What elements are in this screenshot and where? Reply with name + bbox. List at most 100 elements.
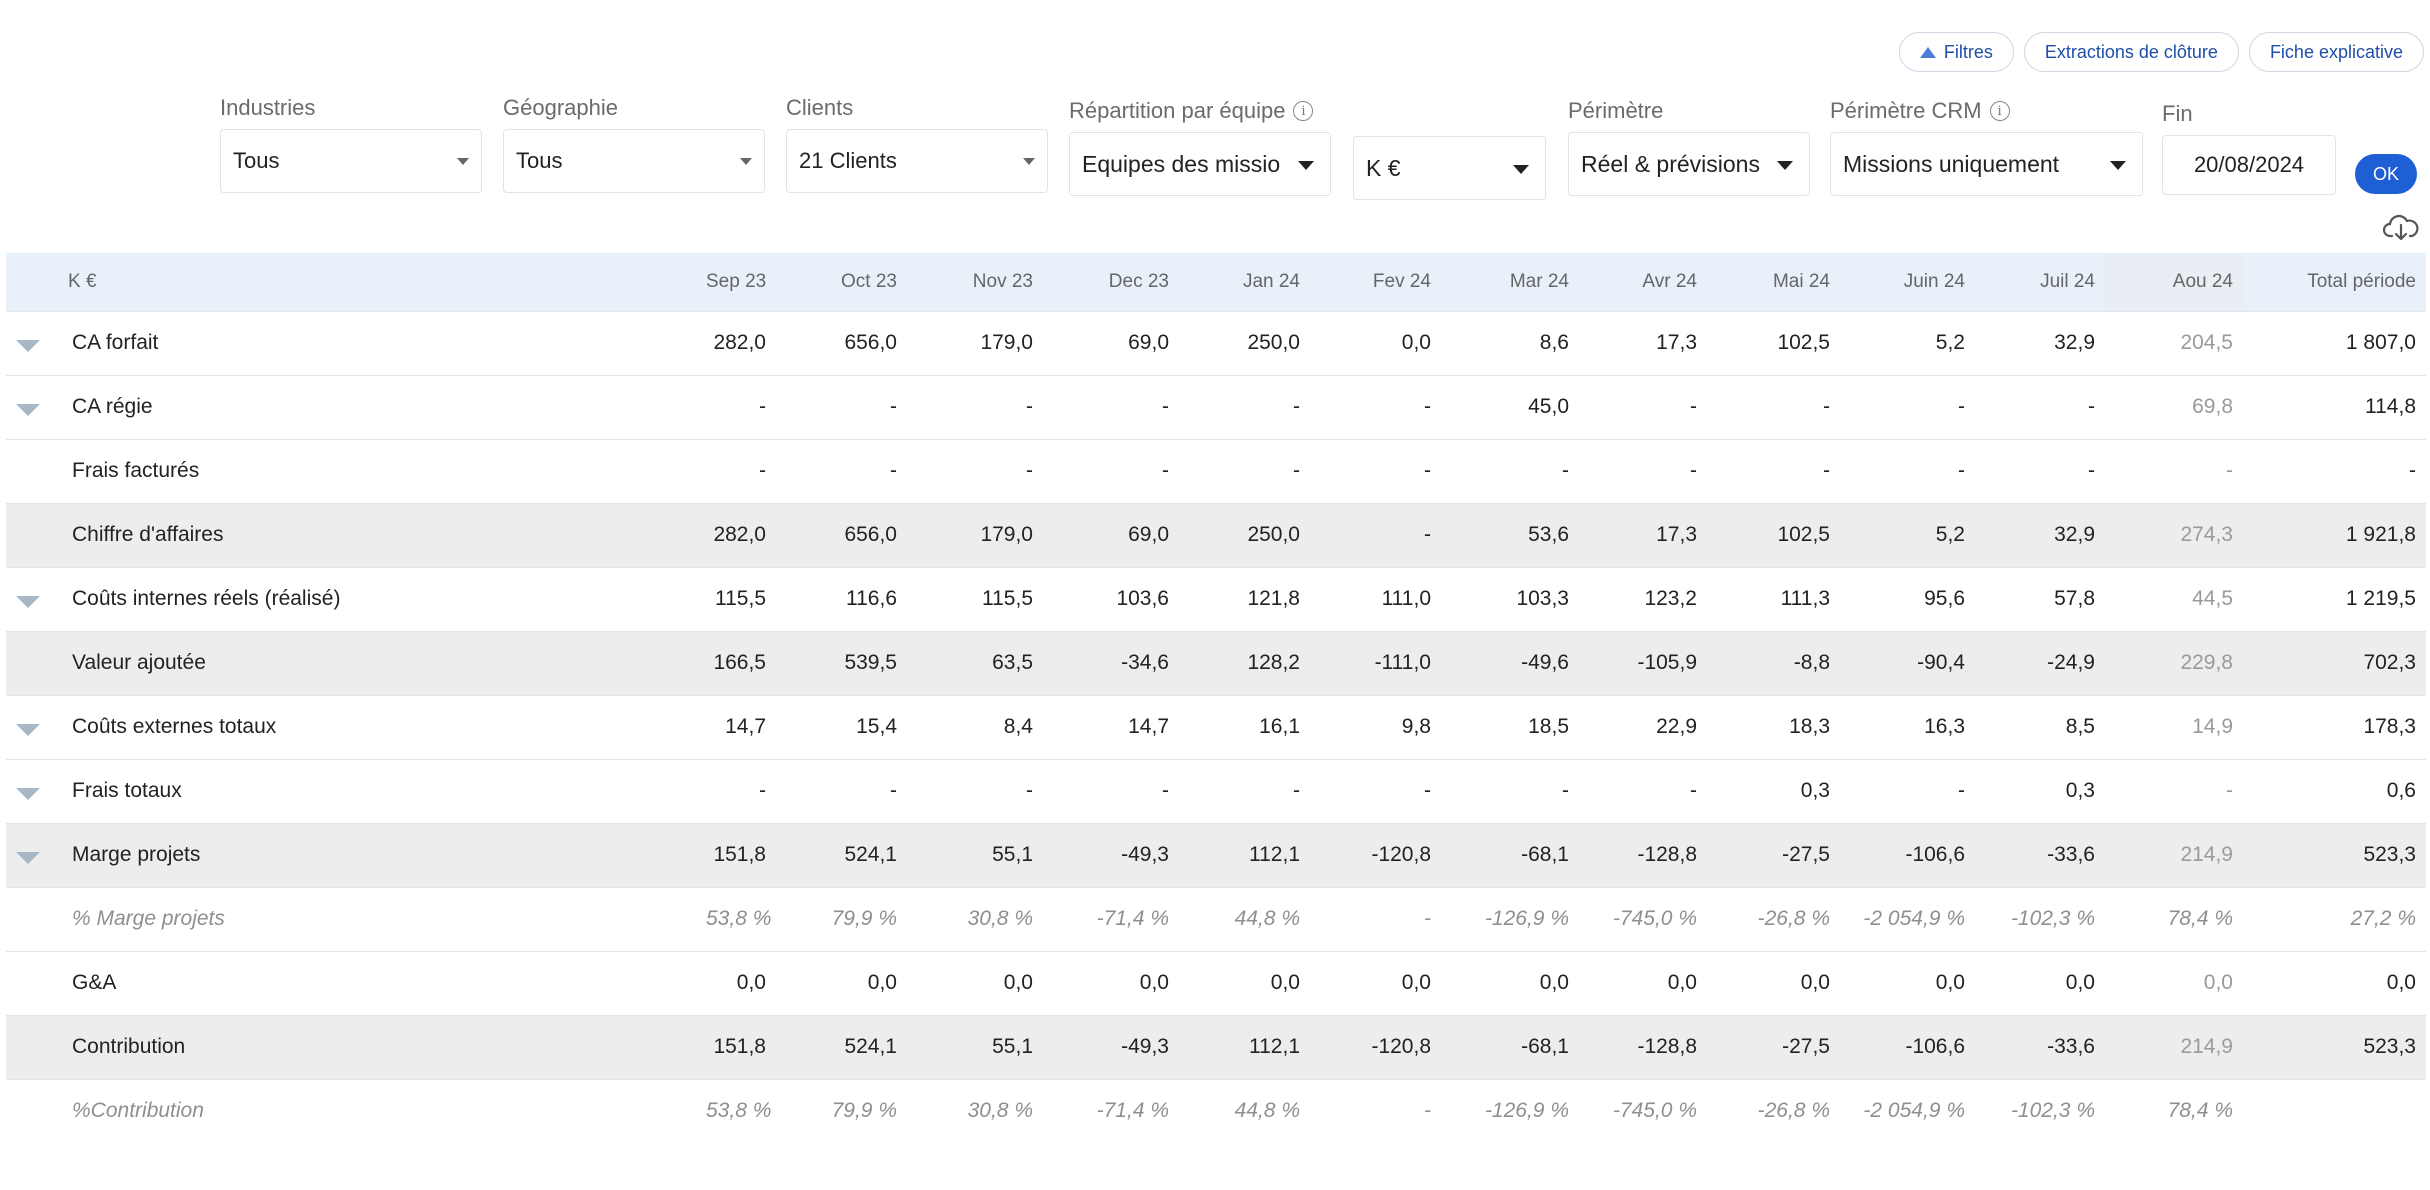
industries-select[interactable]: Tous	[220, 129, 482, 193]
info-icon[interactable]: i	[1293, 101, 1314, 121]
row-label-text: CA forfait	[72, 331, 159, 354]
repartition-value: Equipes des missio	[1082, 150, 1281, 177]
fiche-explicative-button[interactable]: Fiche explicative	[2248, 32, 2424, 72]
repartition-label-row: Répartition par équipe i	[1069, 98, 1331, 124]
table-cell: 250,0	[1247, 331, 1300, 354]
table-cell: 524,1	[844, 1035, 897, 1058]
table-row: CA régie - - - - - - 45,0 - - - - 69,8 114,8	[6, 375, 2426, 439]
table-cell: 523,3	[2363, 843, 2416, 866]
table-cell: 69,0	[1128, 331, 1169, 354]
column-header: Nov 23	[972, 270, 1033, 292]
perimetre-filter: Périmètre Réel & prévisions	[1568, 98, 1810, 196]
table-header-row: K € Sep 23 Oct 23 Nov 23 Dec 23 Jan 24 Fev 24…	[6, 253, 2426, 311]
table-cell: -	[1823, 395, 1830, 418]
table-cell: -	[2226, 459, 2233, 482]
repartition-select[interactable]: Equipes des missio	[1069, 132, 1331, 196]
table-cell: -	[2226, 779, 2233, 802]
table-cell: 123,2	[1644, 587, 1697, 610]
table-cell: 44,8 %	[1234, 907, 1300, 930]
geographie-select[interactable]: Tous	[503, 129, 765, 193]
clients-select[interactable]: 21 Clients	[786, 129, 1048, 193]
industries-label: Industries	[220, 95, 316, 120]
unit-select[interactable]: K €	[1353, 136, 1546, 200]
table-cell: 523,3	[2363, 1035, 2416, 1058]
table-cell: 111,3	[1780, 587, 1830, 610]
row-label: Frais facturés	[6, 439, 696, 503]
table-row: Valeur ajoutée 166,5 539,5 63,5 -34,6 128,2 -1…	[6, 631, 2426, 695]
row-label: G&A	[6, 951, 696, 1015]
chevron-down-icon[interactable]	[16, 403, 40, 416]
table-cell: -	[1293, 395, 1300, 418]
table-cell: 5,2	[1935, 331, 1965, 354]
table-cell: 0,0	[1800, 971, 1830, 994]
extractions-button[interactable]: Extractions de clôture	[2023, 32, 2239, 72]
table-cell: 214,9	[2180, 843, 2233, 866]
table-row: %Contribution 53,8 % 79,9 % 30,8 % -71,4 % 44…	[6, 1079, 2426, 1143]
fin-label: Fin	[2162, 101, 2193, 126]
table-cell: -111,0	[1374, 651, 1431, 674]
chevron-down-icon[interactable]	[16, 339, 40, 352]
filters-toggle-button[interactable]: Filtres	[1898, 32, 2014, 72]
repartition-label: Répartition par équipe	[1069, 98, 1286, 123]
table-cell: 656,0	[844, 523, 897, 546]
table-cell: 656,0	[844, 331, 897, 354]
table-cell: 0,0	[1270, 971, 1300, 994]
fin-date-input[interactable]: 20/08/2024	[2162, 135, 2336, 195]
table-cell: 121,8	[1247, 587, 1300, 610]
table-cell: -	[1424, 523, 1431, 546]
info-icon[interactable]: i	[1989, 101, 2010, 121]
chevron-down-icon[interactable]	[16, 787, 40, 800]
perimetre-value: Réel & prévisions	[1581, 150, 1760, 177]
table-cell: 0,0	[1003, 971, 1033, 994]
table-cell: -	[1026, 395, 1033, 418]
table-cell: -	[1162, 395, 1169, 418]
table-cell: 1 921,8	[2345, 523, 2416, 546]
unit-value: K €	[1366, 154, 1401, 181]
table-cell: 18,3	[1789, 715, 1830, 738]
column-header: Sep 23	[706, 270, 767, 292]
column-header: Juin 24	[1903, 270, 1965, 292]
chevron-down-icon[interactable]	[16, 851, 40, 864]
table-row: Contribution 151,8 524,1 55,1 -49,3 112,1 -120…	[6, 1015, 2426, 1079]
perimetre-select[interactable]: Réel & prévisions	[1568, 132, 1810, 196]
perimetre-crm-label: Périmètre CRM	[1830, 98, 1982, 123]
table-cell: 250,0	[1247, 523, 1300, 546]
column-header: Mai 24	[1772, 270, 1830, 292]
table-cell: 114,8	[2365, 395, 2416, 418]
table-cell: -26,8 %	[1757, 907, 1830, 930]
ok-button[interactable]: OK	[2355, 154, 2417, 194]
table-cell: -105,9	[1637, 651, 1697, 674]
table-cell: -	[759, 395, 766, 418]
chevron-down-icon[interactable]	[16, 595, 40, 608]
filters-panel: Industries Tous Géographie Tous Clients …	[0, 95, 2430, 200]
table-cell: 282,0	[713, 331, 766, 354]
table-cell: -	[1958, 395, 1965, 418]
table-cell: 16,3	[1924, 715, 1965, 738]
row-label-text: CA régie	[72, 395, 153, 418]
table-row: % Marge projets 53,8 % 79,9 % 30,8 % -71,4 %…	[6, 887, 2426, 951]
table-cell: 0,0	[1667, 971, 1697, 994]
table-cell: 1 807,0	[2345, 331, 2416, 354]
row-label-text: Chiffre d'affaires	[72, 523, 224, 546]
table-cell: -27,5	[1782, 843, 1830, 866]
clients-filter: Clients 21 Clients	[786, 95, 1048, 193]
perimetre-crm-value: Missions uniquement	[1843, 150, 2060, 177]
row-label-text: Coûts internes réels (réalisé)	[72, 587, 341, 610]
table-cell: 53,8 %	[706, 1099, 772, 1123]
perimetre-crm-select[interactable]: Missions uniquement	[1830, 132, 2143, 196]
table-cell: 524,1	[844, 843, 897, 866]
table-row: Marge projets 151,8 524,1 55,1 -49,3 112,1 -12…	[6, 823, 2426, 887]
cloud-download-icon[interactable]	[2383, 212, 2419, 242]
table-cell: -	[1162, 459, 1169, 482]
table-cell: 0,0	[1935, 971, 1965, 994]
chevron-down-icon[interactable]	[16, 723, 40, 736]
table-cell: 45,0	[1528, 395, 1569, 418]
repartition-filter: Répartition par équipe i Equipes des mis…	[1069, 98, 1331, 196]
table-cell: -34,6	[1121, 651, 1169, 674]
table-row: Frais facturés - - - - - - - - - - - - -	[6, 439, 2426, 503]
table-cell: -	[1562, 459, 1569, 482]
table-row: Coûts internes réels (réalisé) 115,5 116,6…	[6, 567, 2426, 631]
table-cell: 151,8	[713, 843, 766, 866]
table-row: G&A 0,0 0,0 0,0 0,0 0,0 0,0 0,0 0,0 0,0 0,0 0,0 0,0 0…	[6, 951, 2426, 1015]
table-cell: 0,6	[2386, 779, 2416, 802]
